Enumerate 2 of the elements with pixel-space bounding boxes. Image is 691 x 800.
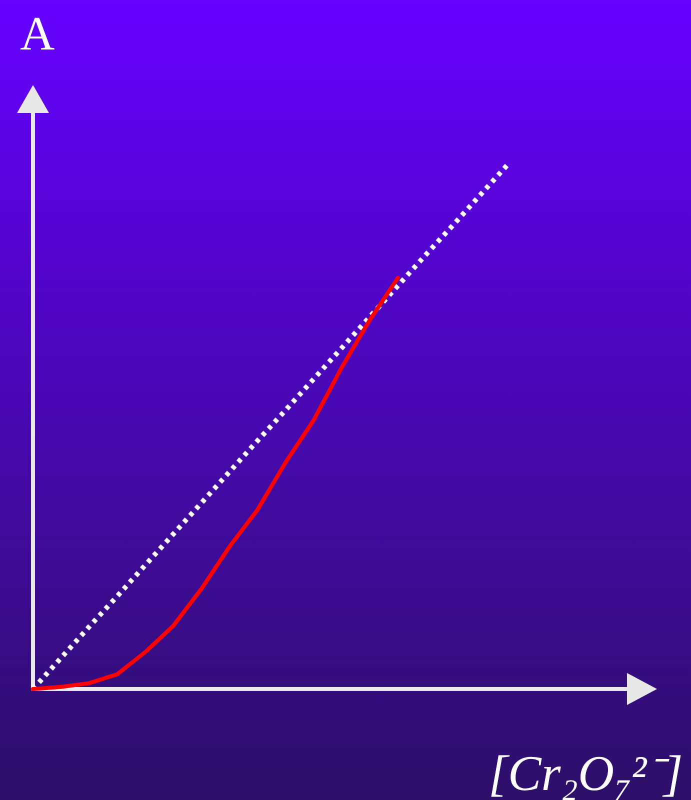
y-axis-title: A — [20, 8, 55, 60]
x-axis-title: [Cr₂O₇²⁻] — [488, 745, 684, 800]
